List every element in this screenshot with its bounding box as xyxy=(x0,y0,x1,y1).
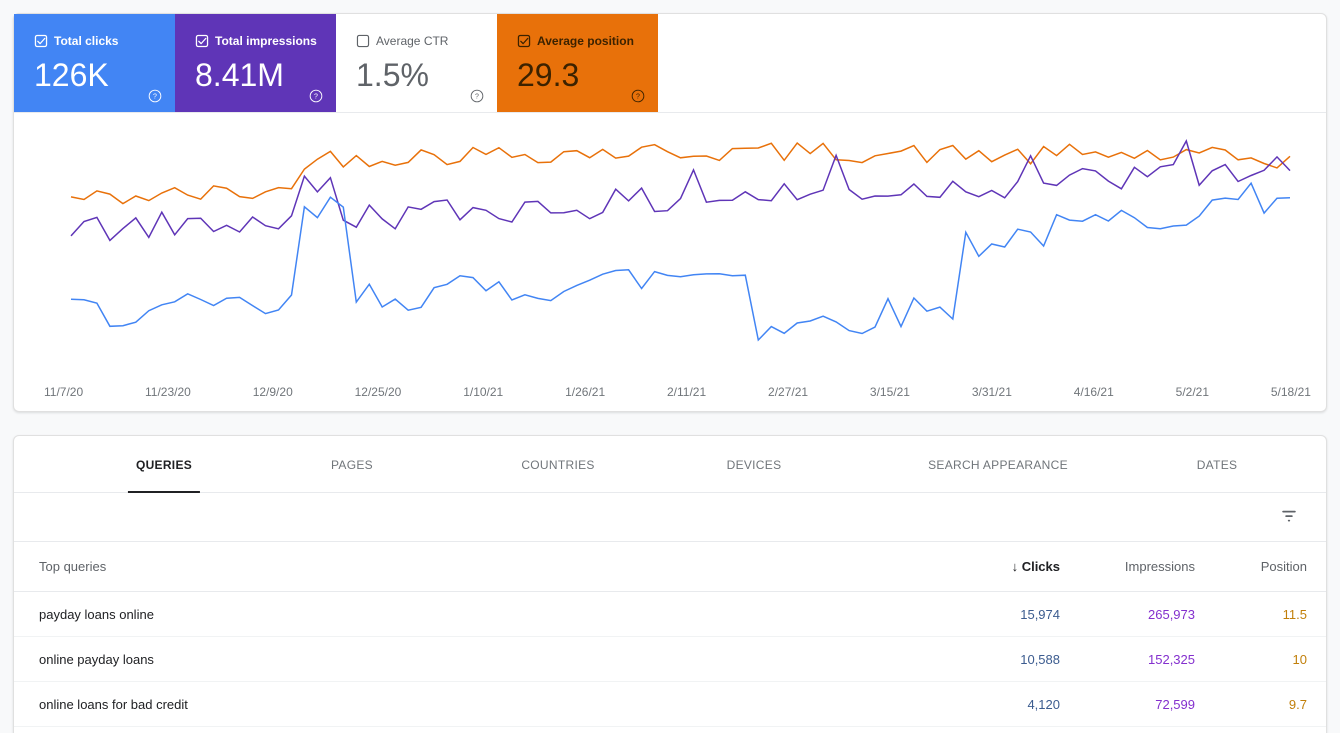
svg-text:?: ? xyxy=(153,94,157,101)
svg-text:?: ? xyxy=(475,94,479,101)
svg-text:?: ? xyxy=(636,94,640,101)
svg-text:?: ? xyxy=(314,94,318,101)
